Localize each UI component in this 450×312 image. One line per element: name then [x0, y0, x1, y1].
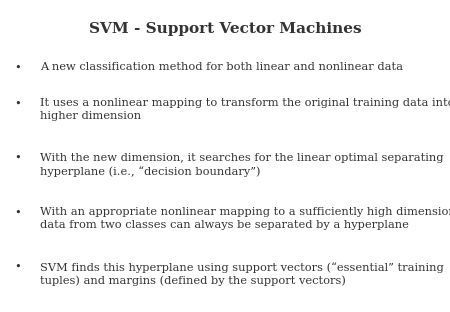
Text: It uses a nonlinear mapping to transform the original training data into a
highe: It uses a nonlinear mapping to transform… [40, 98, 450, 121]
Text: •: • [14, 153, 22, 163]
Text: With the new dimension, it searches for the linear optimal separating
hyperplane: With the new dimension, it searches for … [40, 153, 444, 177]
Text: With an appropriate nonlinear mapping to a sufficiently high dimension,
data fro: With an appropriate nonlinear mapping to… [40, 207, 450, 230]
Text: •: • [14, 207, 22, 217]
Text: SVM finds this hyperplane using support vectors (“essential” training
tuples) an: SVM finds this hyperplane using support … [40, 262, 444, 286]
Text: SVM - Support Vector Machines: SVM - Support Vector Machines [89, 22, 361, 36]
Text: •: • [14, 62, 22, 72]
Text: A new classification method for both linear and nonlinear data: A new classification method for both lin… [40, 62, 404, 72]
Text: •: • [14, 262, 22, 272]
Text: •: • [14, 98, 22, 108]
